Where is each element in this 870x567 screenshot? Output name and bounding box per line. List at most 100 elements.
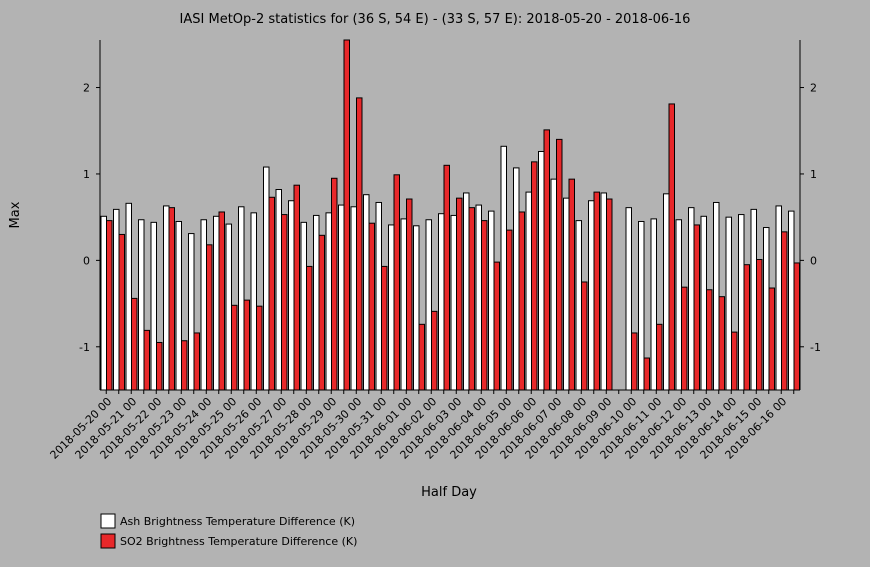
so2-bar — [731, 331, 738, 391]
ash-bar — [300, 221, 307, 391]
ash-bar — [125, 202, 132, 391]
ash-bar — [525, 191, 532, 391]
so2-bar — [518, 211, 525, 391]
ash-bar — [625, 207, 632, 391]
legend: Ash Brightness Temperature Difference (K… — [100, 513, 357, 549]
so2-bar — [593, 191, 600, 391]
ash-bar — [350, 206, 357, 391]
ash-bar — [688, 207, 695, 391]
y-tick-label: 0 — [83, 254, 90, 267]
so2-bar — [468, 207, 475, 391]
ash-bar — [275, 189, 282, 391]
so2-bar — [331, 177, 338, 391]
ash-bar — [713, 201, 720, 391]
ash-bar — [425, 219, 432, 391]
so2-bar — [718, 296, 725, 391]
ash-bar — [338, 204, 345, 391]
so2-bar — [281, 214, 288, 391]
ash-bar — [363, 194, 370, 391]
so2-bar — [368, 222, 375, 391]
so2-bar — [793, 262, 800, 391]
so2-bar — [543, 129, 550, 391]
so2-bar — [106, 220, 113, 391]
ash-bar — [738, 214, 745, 391]
so2-bar — [343, 39, 350, 391]
so2-bar — [206, 244, 213, 391]
y-tick-label: 2 — [810, 82, 817, 95]
ash-bar — [600, 192, 607, 391]
ash-bar — [325, 212, 332, 391]
so2-bar — [406, 198, 413, 391]
ash-bar — [750, 208, 757, 391]
so2-bar — [631, 332, 638, 391]
bars-layer — [100, 39, 800, 391]
ash-bar — [513, 167, 520, 391]
ash-bar — [475, 204, 482, 391]
so2-bar — [681, 286, 688, 391]
so2-bar — [693, 224, 700, 391]
ash-bar — [563, 197, 570, 391]
ash-bar — [438, 213, 445, 391]
ash-bar — [200, 219, 207, 391]
so2-bar — [781, 231, 788, 391]
ash-bar — [150, 221, 157, 391]
ash-bar — [413, 225, 420, 391]
ash-bar — [450, 214, 457, 391]
so2-bar — [243, 299, 250, 391]
so2-bar — [356, 97, 363, 391]
so2-bar — [168, 207, 175, 391]
y-tick-label: -1 — [79, 341, 90, 354]
legend-label-so2: SO2 Brightness Temperature Difference (K… — [120, 535, 357, 548]
ash-bar — [675, 219, 682, 391]
legend-label-ash: Ash Brightness Temperature Difference (K… — [120, 515, 355, 528]
so2-bar — [156, 341, 163, 391]
ash-bar — [788, 210, 795, 391]
ash-bar — [463, 192, 470, 391]
chart-title: IASI MetOp-2 statistics for (36 S, 54 E)… — [180, 12, 691, 27]
so2-bar — [531, 161, 538, 391]
ash-bar — [313, 214, 320, 391]
ash-bar — [375, 201, 382, 391]
so2-bar — [218, 211, 225, 391]
so2-bar — [393, 174, 400, 391]
y-tick-label: 0 — [810, 254, 817, 267]
so2-bar — [506, 229, 513, 391]
ash-bar — [550, 178, 557, 391]
y-tick-label: 1 — [810, 168, 817, 181]
so2-bar — [306, 265, 313, 391]
so2-bar — [431, 310, 438, 391]
x-axis-label: Half Day — [421, 485, 477, 500]
so2-bar — [493, 261, 500, 391]
ash-bar — [113, 208, 120, 391]
so2-bar — [143, 329, 150, 391]
legend-swatch-so2 — [100, 533, 116, 549]
ash-bar — [400, 218, 407, 391]
ash-bar — [388, 224, 395, 391]
so2-bar — [756, 259, 763, 391]
ash-bar — [575, 220, 582, 391]
ash-bar — [500, 145, 507, 391]
so2-bar — [418, 323, 425, 391]
ash-bar — [225, 223, 232, 391]
y-axis-label: Max — [8, 201, 23, 228]
so2-bar — [481, 220, 488, 391]
ash-bar — [638, 220, 645, 391]
ash-bar — [188, 233, 195, 391]
y-tick-label: 2 — [83, 82, 90, 95]
ash-bar — [175, 220, 182, 391]
so2-bar — [268, 196, 275, 391]
ash-bar — [238, 206, 245, 391]
so2-bar — [456, 197, 463, 391]
so2-bar — [381, 265, 388, 391]
so2-bar — [743, 264, 750, 391]
ash-bar — [100, 215, 107, 391]
so2-bar — [118, 233, 125, 391]
ash-bar — [725, 216, 732, 391]
so2-bar — [181, 340, 188, 391]
so2-bar — [193, 332, 200, 391]
ash-bar — [763, 227, 770, 391]
ash-bar — [663, 193, 670, 391]
